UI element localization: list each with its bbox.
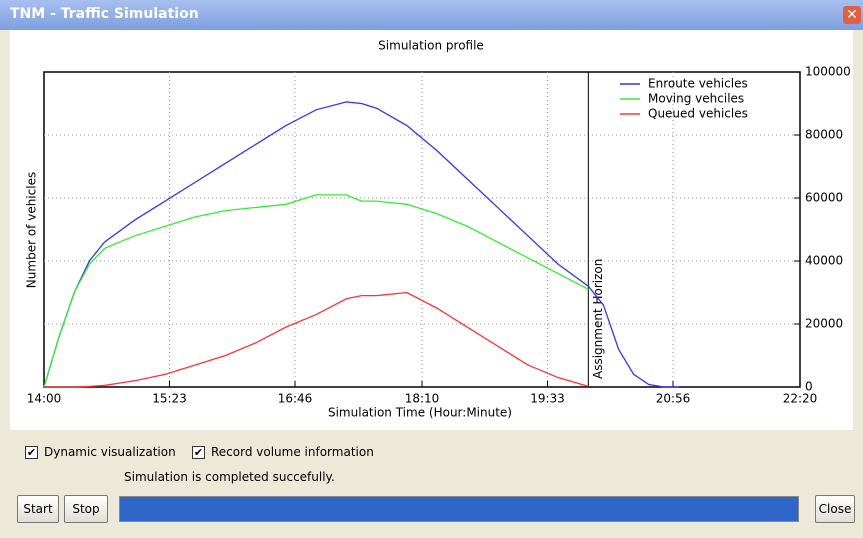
- legend-label: Moving vehciles: [648, 92, 744, 106]
- x-tick-label: 18:10: [405, 392, 440, 406]
- checkbox-label: Record volume information: [211, 445, 374, 459]
- y-tick-label: 20000: [805, 317, 843, 331]
- close-button[interactable]: Close: [815, 495, 855, 523]
- y-tick-label: 80000: [805, 128, 843, 142]
- x-tick-label: 15:23: [152, 392, 187, 406]
- x-tick-label: 22:20: [783, 392, 818, 406]
- stop-button[interactable]: Stop: [64, 495, 108, 523]
- close-icon[interactable]: ✕: [843, 6, 861, 24]
- x-tick-label: 19:33: [530, 392, 565, 406]
- y-tick-label: 40000: [805, 254, 843, 268]
- series-line: [44, 291, 589, 388]
- chart-title: Simulation profile: [378, 39, 484, 53]
- y-tick-label: 0: [805, 380, 813, 394]
- series-line: [43, 101, 680, 388]
- status-text: Simulation is completed succefully.: [124, 470, 335, 484]
- start-button[interactable]: Start: [17, 495, 59, 523]
- legend-label: Enroute vehicles: [648, 77, 748, 91]
- checkbox[interactable]: ✔ Record volume information: [192, 445, 374, 459]
- x-tick-label: 14:00: [27, 392, 62, 406]
- window-title: TNM - Traffic Simulation: [10, 6, 199, 22]
- annotation-label: Assignment Horizon: [591, 259, 605, 379]
- y-axis-label: Number of vehicles: [25, 172, 39, 288]
- legend-label: Queued vehicles: [648, 107, 748, 121]
- y-tick-label: 60000: [805, 191, 843, 205]
- y-tick-label: 100000: [805, 65, 851, 79]
- progress-bar: [119, 496, 799, 522]
- series-line: [43, 194, 589, 388]
- chart: Simulation profile Simulation Time (Hour…: [10, 30, 853, 430]
- x-tick-label: 16:46: [278, 392, 313, 406]
- checkbox[interactable]: ✔ Dynamic visualization: [25, 445, 176, 459]
- title-bar: TNM - Traffic Simulation ✕: [0, 0, 863, 30]
- chart-background: [10, 30, 853, 430]
- checkbox-box[interactable]: ✔: [25, 445, 38, 459]
- x-axis-label: Simulation Time (Hour:Minute): [328, 406, 512, 420]
- checkbox-box[interactable]: ✔: [192, 445, 205, 459]
- x-tick-label: 20:56: [656, 392, 691, 406]
- checkbox-label: Dynamic visualization: [44, 445, 176, 459]
